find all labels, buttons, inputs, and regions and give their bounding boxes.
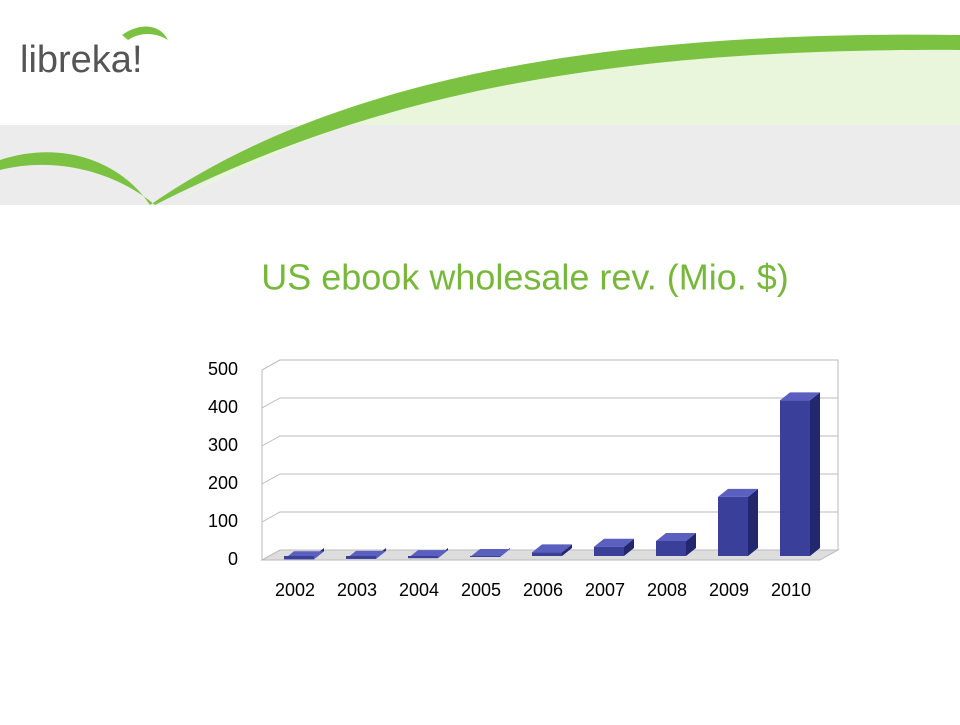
y-tick-label: 200 bbox=[208, 473, 238, 493]
bar-top bbox=[780, 392, 820, 401]
grid-line bbox=[261, 435, 838, 447]
bar-top bbox=[594, 538, 634, 547]
grid-line bbox=[261, 397, 838, 409]
logo: libreka! bbox=[20, 39, 143, 81]
grid-line bbox=[261, 511, 838, 523]
bar bbox=[284, 548, 324, 560]
x-tick-label: 2009 bbox=[709, 580, 749, 600]
x-tick-label: 2004 bbox=[399, 580, 439, 600]
chart: 0 100 200 300 400 500 2002 2003 2004 2005 2006 2007… bbox=[208, 359, 840, 600]
bar bbox=[718, 488, 758, 556]
y-tick-label: 500 bbox=[208, 359, 238, 379]
x-tick-label: 2005 bbox=[461, 580, 501, 600]
bar-top bbox=[718, 488, 758, 497]
bar-front bbox=[656, 541, 686, 556]
x-tick-label: 2006 bbox=[523, 580, 563, 600]
bar-side bbox=[624, 538, 634, 556]
green-swoosh bbox=[0, 34, 960, 205]
light-green-area bbox=[170, 35, 960, 205]
y-tick-label: 0 bbox=[228, 549, 238, 569]
bar bbox=[656, 533, 696, 556]
bar bbox=[780, 392, 820, 556]
logo-leaf bbox=[122, 26, 168, 40]
y-tick-label: 100 bbox=[208, 511, 238, 531]
y-tick-label: 300 bbox=[208, 435, 238, 455]
grid-line bbox=[261, 473, 838, 485]
x-tick-label: 2008 bbox=[647, 580, 687, 600]
x-tick-label: 2003 bbox=[337, 580, 377, 600]
bar bbox=[470, 548, 510, 557]
bar-side bbox=[686, 533, 696, 556]
bar-side bbox=[748, 488, 758, 556]
bar-side bbox=[810, 392, 820, 556]
y-tick-label: 400 bbox=[208, 397, 238, 417]
bar-top bbox=[470, 548, 510, 557]
bar-side bbox=[562, 544, 572, 556]
x-tick-label: 2002 bbox=[275, 580, 315, 600]
bar-front bbox=[408, 556, 438, 559]
bar-top bbox=[532, 544, 572, 553]
bar-front bbox=[470, 556, 500, 557]
grid-line bbox=[261, 359, 838, 371]
bar-top bbox=[656, 533, 696, 541]
grey-band bbox=[0, 125, 960, 205]
bar-front bbox=[532, 552, 562, 556]
bar-front bbox=[284, 556, 314, 560]
bar-front bbox=[780, 400, 810, 556]
bar bbox=[408, 548, 448, 559]
bar bbox=[532, 544, 572, 556]
bar bbox=[346, 548, 386, 559]
bar bbox=[594, 538, 634, 556]
bar-front bbox=[718, 496, 748, 556]
x-tick-label: 2010 bbox=[771, 580, 811, 600]
bar-front bbox=[594, 546, 624, 556]
bar-front bbox=[346, 556, 376, 559]
x-tick-label: 2007 bbox=[585, 580, 625, 600]
grid-line bbox=[261, 549, 838, 561]
chart-title: US ebook wholesale rev. (Mio. $) bbox=[261, 257, 789, 298]
